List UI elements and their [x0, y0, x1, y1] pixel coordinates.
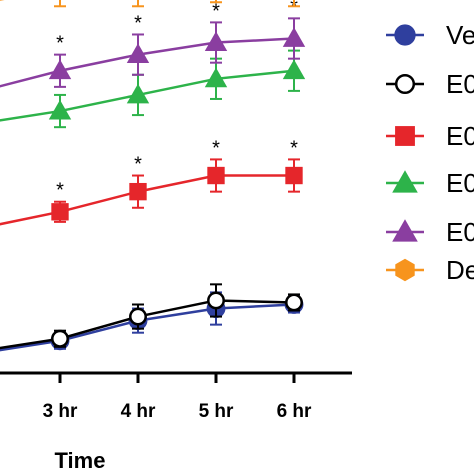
- series-3-point-3: [204, 67, 228, 88]
- series-2-point-2: [129, 182, 147, 201]
- series-0-line: [0, 303, 295, 352]
- series-4-point-3: [204, 31, 228, 51]
- legend: Ve E0 E0 E0 E0 De: [386, 20, 474, 285]
- series-4-line: [0, 37, 295, 88]
- legend-marker-1: [394, 73, 416, 95]
- series-4-significance-2: *: [134, 12, 142, 34]
- series-2-point-4: [285, 166, 303, 185]
- x-tick-label-3: 5 hr: [199, 401, 234, 422]
- series-2-point-3: [207, 166, 225, 185]
- series-4-significance-4: *: [290, 0, 298, 18]
- legend-label-5: De: [446, 255, 474, 285]
- series-3-point-2: [126, 83, 150, 104]
- x-tick-label-4: 6 hr: [277, 401, 312, 422]
- legend-label-3: E0: [446, 168, 474, 198]
- series-2-significance-4: *: [290, 137, 298, 159]
- series-2: * * * *: [0, 137, 303, 226]
- series-5: ****: [0, 0, 300, 8]
- series-1: [0, 283, 303, 350]
- series-2-point-1: [51, 203, 69, 221]
- series-1-point-1: [51, 329, 69, 348]
- plot-area: ************: [0, 0, 306, 352]
- series-4-significance-3: *: [212, 0, 220, 22]
- legend-label-1: E0: [446, 69, 474, 99]
- series-2-significance-2: *: [134, 154, 142, 176]
- x-axis-ticks: 2 hr3 hr4 hr5 hr6 hr: [0, 373, 312, 422]
- legend-marker-5: [395, 258, 415, 282]
- series-3-point-1: [48, 99, 72, 120]
- series-4: * * * *: [0, 0, 306, 88]
- x-axis-title: Time: [55, 448, 106, 473]
- legend-label-2: E0: [446, 121, 474, 151]
- series-2-significance-3: *: [212, 137, 220, 159]
- series-1-point-2: [129, 307, 147, 326]
- series-1-point-3: [207, 291, 225, 310]
- legend-marker-0: [394, 24, 416, 46]
- legend-marker-3: [392, 170, 418, 193]
- legend-marker-4: [392, 219, 418, 242]
- series-4-point-2: [126, 43, 150, 64]
- series-1-point-4: [285, 293, 303, 312]
- x-tick-label-1: 3 hr: [43, 401, 78, 422]
- series-4-point-4: [282, 27, 306, 47]
- series-3-point-4: [282, 59, 306, 80]
- series-2-line: [0, 174, 294, 226]
- series-2-significance-1: *: [56, 180, 64, 202]
- legend-marker-2: [395, 126, 415, 146]
- x-tick-label-2: 4 hr: [121, 401, 156, 422]
- series-3: [0, 49, 306, 129]
- series-4-point-1: [48, 59, 72, 80]
- series-5-line: [0, 0, 5, 1]
- legend-label-4: E0: [446, 217, 474, 247]
- series-4-significance-1: *: [56, 33, 64, 55]
- legend-label-0: Ve: [446, 20, 474, 50]
- series-3-line: [0, 69, 295, 122]
